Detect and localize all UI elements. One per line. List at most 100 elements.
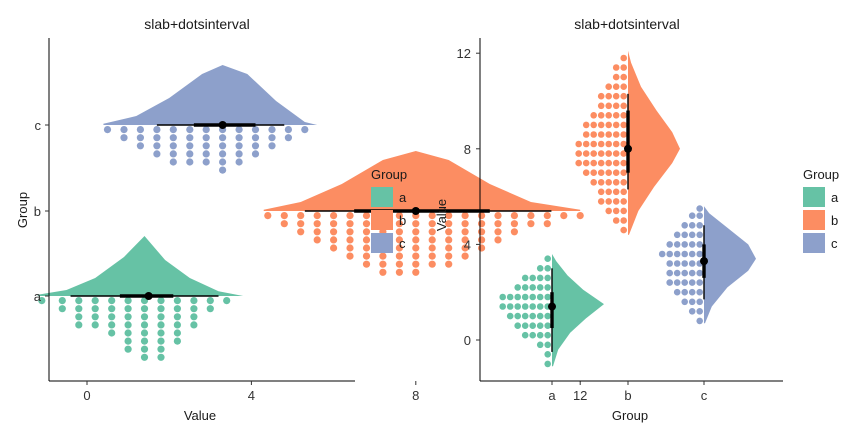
dot-a	[157, 297, 165, 305]
left-legend-label-b: b	[399, 213, 406, 228]
dot-c	[153, 126, 161, 134]
dot-a	[124, 345, 132, 353]
dot-b	[362, 220, 371, 228]
right-legend: Group abc	[803, 167, 839, 253]
dot-c	[235, 126, 243, 134]
dot-b	[379, 260, 387, 268]
dot-b	[612, 83, 620, 90]
dot-c	[153, 142, 161, 150]
dot-b	[620, 207, 627, 215]
dot-a	[124, 321, 132, 329]
dot-b	[605, 121, 612, 129]
dot-b	[510, 212, 518, 220]
dot-b	[620, 226, 627, 234]
dot-b	[527, 212, 535, 220]
dot-c	[681, 269, 688, 277]
median-point-b	[624, 144, 632, 153]
dot-a	[157, 337, 165, 345]
dot-c	[681, 222, 688, 229]
left-y-axis-label: Group	[15, 192, 30, 228]
dot-b	[461, 220, 469, 228]
left-group-a	[37, 236, 244, 361]
left-plot-area	[37, 65, 584, 361]
dot-b	[590, 159, 597, 167]
dot-b	[428, 260, 436, 268]
dot-a	[108, 305, 116, 313]
right-plot-area	[499, 50, 756, 368]
dot-c	[673, 231, 681, 239]
dot-b	[590, 140, 597, 148]
dot-c	[681, 250, 688, 258]
dot-c	[120, 134, 128, 142]
left-legend-key-a	[371, 187, 393, 207]
dot-a	[529, 284, 536, 291]
dot-c	[681, 298, 688, 306]
dot-b	[494, 220, 502, 228]
dot-a	[499, 303, 507, 310]
dot-b	[612, 73, 620, 81]
right-x-ticks: a b c	[548, 381, 708, 403]
left-x-tick-label: 12	[573, 388, 587, 403]
dot-b	[412, 244, 420, 252]
median-point-a	[548, 302, 556, 311]
left-x-tick-label: 0	[83, 388, 90, 403]
left-legend: Group abc	[371, 167, 407, 253]
dot-b	[597, 140, 605, 148]
dot-b	[620, 112, 627, 119]
dot-b	[612, 131, 620, 138]
dot-a	[75, 313, 83, 321]
dot-a	[506, 303, 514, 310]
dot-c	[688, 231, 696, 239]
dot-b	[445, 236, 453, 244]
dot-b	[428, 212, 436, 220]
dot-b	[362, 244, 371, 252]
dot-b	[280, 220, 288, 228]
dot-c	[673, 269, 681, 277]
dot-c	[251, 126, 260, 134]
dot-b	[445, 260, 453, 268]
dot-c	[202, 134, 210, 142]
dot-a	[544, 351, 551, 358]
slab-b	[628, 50, 680, 235]
dot-b	[313, 220, 321, 228]
dot-a	[529, 293, 536, 301]
dot-b	[494, 236, 502, 244]
dot-b	[605, 83, 612, 90]
dot-a	[536, 322, 544, 330]
dot-b	[362, 260, 371, 268]
dot-b	[461, 244, 469, 252]
right-group-a	[499, 254, 604, 368]
dot-b	[620, 159, 627, 167]
dot-c	[169, 158, 177, 166]
dot-b	[379, 252, 387, 260]
dot-b	[620, 188, 627, 196]
dot-b	[605, 159, 612, 167]
dot-b	[612, 140, 620, 148]
dot-a	[536, 274, 544, 282]
dot-a	[58, 297, 66, 305]
dot-c	[268, 134, 276, 142]
dot-b	[445, 228, 453, 236]
dot-b	[362, 228, 371, 236]
dot-b	[395, 260, 403, 268]
dot-b	[527, 220, 535, 228]
dot-a	[124, 313, 132, 321]
dot-a	[140, 321, 149, 329]
dot-c	[202, 126, 210, 134]
dot-b	[362, 252, 371, 260]
dot-c	[219, 166, 227, 174]
dot-b	[346, 252, 354, 260]
left-y-ticks: a b c	[34, 118, 49, 304]
dot-b	[412, 268, 420, 276]
dot-b	[605, 179, 612, 186]
dot-b	[313, 236, 321, 244]
dot-b	[313, 212, 321, 220]
dot-a	[544, 331, 551, 339]
dot-b	[597, 112, 605, 119]
left-y-tick-label: c	[35, 118, 42, 133]
dot-c	[219, 158, 227, 166]
dot-b	[395, 212, 403, 220]
dot-c	[688, 308, 696, 315]
right-x-tick-label: b	[624, 388, 631, 403]
